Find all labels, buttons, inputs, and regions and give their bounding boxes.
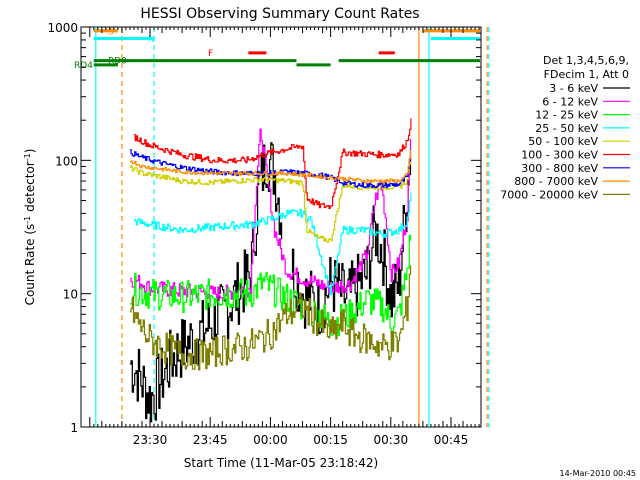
y-axis-label-mid: detector: [23, 161, 37, 216]
state-label-s: S: [108, 27, 114, 37]
y-axis-label-sup1: -1: [23, 216, 32, 224]
legend-entry-label: 100 - 300 keV: [521, 149, 598, 162]
x-tick-label: 00:30: [374, 433, 409, 447]
series-line-5: [133, 118, 412, 209]
series-line-8: [129, 265, 412, 371]
legend-entry-label: 25 - 50 keV: [535, 122, 598, 135]
state-label-rd0: RD0: [108, 57, 127, 67]
vertical-markers: [95, 27, 490, 427]
legend: Det 1,3,4,5,6,9, FDecim 1, Att 0 3 - 6 k…: [500, 54, 630, 201]
legend-entry-label: 3 - 6 keV: [549, 82, 598, 95]
y-axis-label: Count Rate (s-1 detector-1): [23, 149, 37, 306]
series-line-2: [129, 234, 412, 337]
x-axis-label: Start Time (11-Mar-05 23:18:42): [184, 456, 378, 470]
series-line-1: [129, 128, 412, 302]
y-tick-label: 1000: [47, 21, 78, 35]
legend-header-line-2: FDecim 1, Att 0: [544, 68, 629, 81]
y-axis-label-end: ): [23, 149, 37, 154]
series-line-6: [129, 149, 412, 189]
x-tick-label: 00:00: [253, 433, 288, 447]
legend-entry-label: 7000 - 20000 keV: [500, 188, 598, 201]
chart-title: HESSI Observing Summary Count Rates: [140, 6, 419, 22]
state-label-f: F: [208, 49, 213, 59]
x-tick-label: 23:45: [193, 433, 228, 447]
y-tick-label: 100: [55, 154, 78, 168]
y-axis-label-sup2: -1: [23, 153, 32, 161]
plot-area: S N F RD0 RD4 1 10 100 1000 23:30 23:45 00:00 00:1…: [47, 21, 490, 447]
plot-frame: [80, 26, 482, 428]
series-line-3: [133, 192, 412, 296]
legend-entry-label: 50 - 100 keV: [528, 135, 598, 148]
legend-entry-label: 300 - 800 keV: [521, 162, 598, 175]
x-tick-label: 00:15: [313, 433, 348, 447]
x-axis-ticks: 23:30 23:45 00:00 00:15 00:30 00:45: [89, 27, 480, 447]
series-line-0: [129, 142, 412, 423]
y-tick-label: 10: [63, 288, 78, 302]
state-label-n: N: [148, 35, 155, 45]
series-line-7: [129, 152, 412, 184]
y-axis-label-main: Count Rate (s: [23, 224, 37, 306]
legend-entry-label: 800 - 7000 keV: [514, 175, 598, 188]
legend-entry-label: 6 - 12 keV: [542, 95, 598, 108]
y-axis-ticks: 1 10 100 1000: [47, 21, 481, 435]
footer-date: 14-Mar-2010 00:45: [560, 469, 637, 478]
legend-entry-label: 12 - 25 keV: [535, 109, 598, 122]
state-bars: S N F RD0 RD4: [74, 27, 480, 71]
x-tick-label: 00:45: [434, 433, 469, 447]
legend-header-line-1: Det 1,3,4,5,6,9,: [543, 54, 629, 67]
state-label-rd4: RD4: [74, 61, 93, 71]
y-tick-label: 1: [70, 421, 78, 435]
series-lines: [129, 118, 412, 423]
x-tick-label: 23:30: [133, 433, 168, 447]
